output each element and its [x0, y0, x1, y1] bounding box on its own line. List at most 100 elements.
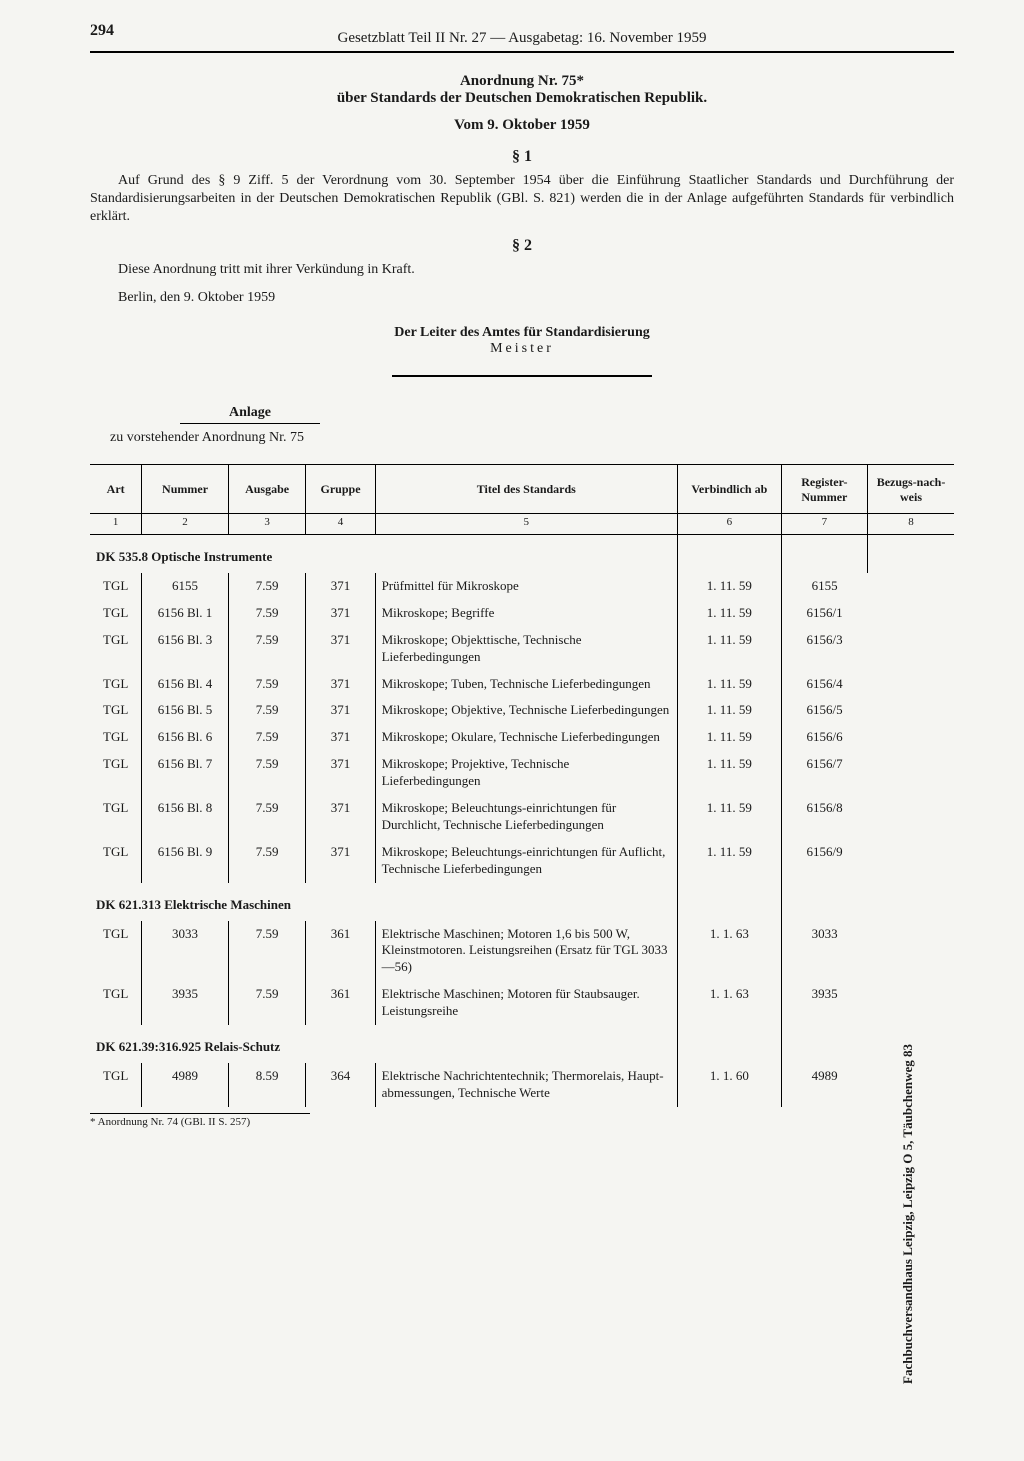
cell-art: TGL [90, 724, 142, 751]
table-row: TGL6156 Bl. 97.59371Mikroskope; Beleucht… [90, 839, 954, 883]
cell-art: TGL [90, 697, 142, 724]
cell-nummer: 6156 Bl. 3 [142, 627, 228, 671]
table-section-row: DK 621.39:316.925 Relais-Schutz [90, 1025, 954, 1063]
signer-name: Meister [490, 341, 554, 356]
cell-gruppe: 361 [306, 981, 375, 1025]
cell-nummer: 6156 Bl. 7 [142, 751, 228, 795]
cell-gruppe: 371 [306, 839, 375, 883]
cell-verbindlich: 1. 1. 60 [677, 1063, 781, 1107]
cell-titel: Elektrische Nachrichtentechnik; Thermore… [375, 1063, 677, 1107]
table-row: TGL30337.59361Elektrische Maschinen; Mot… [90, 921, 954, 982]
cell-titel: Mikroskope; Objektive, Technische Liefer… [375, 697, 677, 724]
para-1: Auf Grund des § 9 Ziff. 5 der Verordnung… [90, 172, 954, 227]
cell-gruppe: 371 [306, 724, 375, 751]
cn-8: 8 [868, 513, 954, 534]
cell-register: 6156/5 [781, 697, 867, 724]
signer-title: Der Leiter des Amtes für Standardisierun… [394, 325, 650, 340]
cell-art: TGL [90, 839, 142, 883]
cell-titel: Mikroskope; Beleuchtungs-einrichtungen f… [375, 839, 677, 883]
cell-art: TGL [90, 921, 142, 982]
title-block: Anordnung Nr. 75* über Standards der Deu… [90, 73, 954, 134]
cell-verbindlich: 1. 11. 59 [677, 573, 781, 600]
page-number: 294 [90, 22, 114, 40]
section-spacer [781, 534, 867, 573]
cell-ausgabe: 7.59 [228, 795, 306, 839]
table-colnum-row: 1 2 3 4 5 6 7 8 [90, 513, 954, 534]
table-row: TGL6156 Bl. 37.59371Mikroskope; Objektti… [90, 627, 954, 671]
cell-verbindlich: 1. 11. 59 [677, 751, 781, 795]
cell-gruppe: 371 [306, 795, 375, 839]
cell-verbindlich: 1. 11. 59 [677, 839, 781, 883]
cell-art: TGL [90, 627, 142, 671]
cell-verbindlich: 1. 1. 63 [677, 921, 781, 982]
cell-ausgabe: 7.59 [228, 921, 306, 982]
cell-ausgabe: 7.59 [228, 839, 306, 883]
cell-ausgabe: 7.59 [228, 600, 306, 627]
cell-nummer: 6156 Bl. 8 [142, 795, 228, 839]
table-row: TGL6156 Bl. 57.59371Mikroskope; Objektiv… [90, 697, 954, 724]
cell-nummer: 6156 Bl. 1 [142, 600, 228, 627]
section-spacer [677, 1025, 781, 1063]
bezugsnachweis-cell: Fachbuchversandhaus Leipzig, Leipzig O 5… [868, 534, 954, 1106]
th-ausgabe: Ausgabe [228, 464, 306, 513]
cell-art: TGL [90, 981, 142, 1025]
top-rule [90, 51, 954, 53]
cell-art: TGL [90, 600, 142, 627]
table-body: DK 535.8 Optische InstrumenteFachbuchver… [90, 534, 954, 1106]
cell-register: 6155 [781, 573, 867, 600]
title-line-2: über Standards der Deutschen Demokratisc… [90, 90, 954, 107]
cn-3: 3 [228, 513, 306, 534]
table-row: TGL6156 Bl. 87.59371Mikroskope; Beleucht… [90, 795, 954, 839]
table-row: TGL6156 Bl. 47.59371Mikroskope; Tuben, T… [90, 671, 954, 698]
cell-nummer: 6156 Bl. 5 [142, 697, 228, 724]
cell-titel: Mikroskope; Objekttische, Technische Lie… [375, 627, 677, 671]
bezugsnachweis-text: Fachbuchversandhaus Leipzig, Leipzig O 5… [900, 1044, 916, 1384]
cell-titel: Elektrische Maschinen; Motoren 1,6 bis 5… [375, 921, 677, 982]
cn-4: 4 [306, 513, 375, 534]
cell-titel: Elektrische Maschinen; Motoren für Staub… [375, 981, 677, 1025]
place-line: Berlin, den 9. Oktober 1959 [90, 289, 954, 307]
table-section-row: DK 621.313 Elektrische Maschinen [90, 883, 954, 921]
running-head: Gesetzblatt Teil II Nr. 27 — Ausgabetag:… [90, 30, 954, 47]
cell-verbindlich: 1. 11. 59 [677, 795, 781, 839]
cell-gruppe: 364 [306, 1063, 375, 1107]
title-line-1: Anordnung Nr. 75* [90, 73, 954, 90]
th-register: Register-Nummer [781, 464, 867, 513]
cell-register: 4989 [781, 1063, 867, 1107]
cell-ausgabe: 8.59 [228, 1063, 306, 1107]
cell-art: TGL [90, 573, 142, 600]
signer-block: Der Leiter des Amtes für Standardisierun… [90, 325, 954, 357]
cell-art: TGL [90, 671, 142, 698]
date-line: Vom 9. Oktober 1959 [90, 117, 954, 134]
cell-verbindlich: 1. 1. 63 [677, 981, 781, 1025]
table-section-row: DK 535.8 Optische InstrumenteFachbuchver… [90, 534, 954, 573]
section-spacer [677, 534, 781, 573]
section-label: DK 621.39:316.925 Relais-Schutz [90, 1025, 677, 1063]
section-label: DK 621.313 Elektrische Maschinen [90, 883, 677, 921]
section-spacer [781, 883, 867, 921]
cn-5: 5 [375, 513, 677, 534]
section-spacer [781, 1025, 867, 1063]
section-spacer [677, 883, 781, 921]
cell-ausgabe: 7.59 [228, 573, 306, 600]
cell-register: 6156/8 [781, 795, 867, 839]
standards-table: Art Nummer Ausgabe Gruppe Titel des Stan… [90, 464, 954, 1107]
cell-titel: Mikroskope; Beleuchtungs-einrichtungen f… [375, 795, 677, 839]
cell-gruppe: 371 [306, 671, 375, 698]
th-art: Art [90, 464, 142, 513]
cell-gruppe: 371 [306, 600, 375, 627]
cell-titel: Mikroskope; Tuben, Technische Lieferbedi… [375, 671, 677, 698]
anlage-subheading: zu vorstehender Anordnung Nr. 75 [110, 430, 954, 446]
cell-gruppe: 371 [306, 573, 375, 600]
cell-register: 6156/1 [781, 600, 867, 627]
cell-register: 6156/9 [781, 839, 867, 883]
cell-nummer: 4989 [142, 1063, 228, 1107]
cell-ausgabe: 7.59 [228, 751, 306, 795]
cell-art: TGL [90, 751, 142, 795]
cn-2: 2 [142, 513, 228, 534]
cell-register: 6156/7 [781, 751, 867, 795]
table-row: TGL39357.59361Elektrische Maschinen; Mot… [90, 981, 954, 1025]
cell-verbindlich: 1. 11. 59 [677, 671, 781, 698]
cn-1: 1 [90, 513, 142, 534]
th-titel: Titel des Standards [375, 464, 677, 513]
